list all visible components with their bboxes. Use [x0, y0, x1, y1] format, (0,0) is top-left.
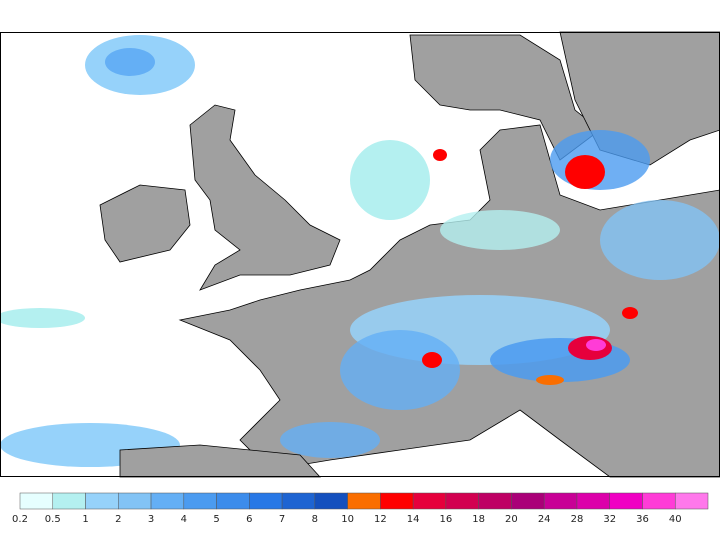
legend-swatch — [216, 492, 250, 510]
precip-area — [622, 307, 638, 319]
legend-label: 12 — [374, 514, 387, 525]
legend-label: 0.2 — [12, 514, 28, 525]
legend-label: 6 — [246, 514, 252, 525]
legend-swatch — [52, 492, 86, 510]
precip-area — [350, 140, 430, 220]
land — [99, 184, 191, 263]
legend-swatch — [347, 492, 381, 510]
legend-swatch — [281, 492, 316, 510]
legend-swatch — [314, 492, 348, 510]
legend: 0.2 0.5 1 2 3 4 5 6 7 8 10 12 14 16 18 20 24 28 32 36 40 — [12, 492, 709, 525]
legend-swatch — [85, 492, 119, 510]
legend-swatch — [478, 492, 512, 510]
legend-swatch — [249, 492, 283, 510]
legend-label: 24 — [538, 514, 551, 525]
legend-label: 3 — [148, 514, 154, 525]
legend-label: 40 — [669, 514, 682, 525]
legend-swatch — [609, 492, 643, 510]
legend-label: 14 — [407, 514, 420, 525]
precip-area — [565, 155, 605, 189]
legend-label: 8 — [312, 514, 318, 525]
legend-label: 5 — [213, 514, 219, 525]
legend-label: 4 — [181, 514, 187, 525]
precip-area — [600, 200, 720, 280]
legend-swatch — [118, 492, 152, 510]
legend-swatch — [380, 492, 414, 510]
legend-swatch — [150, 492, 185, 510]
legend-label: 0.5 — [45, 514, 61, 525]
precip-area — [586, 339, 606, 351]
precip-area — [440, 210, 560, 250]
legend-label: 7 — [279, 514, 285, 525]
legend-label: 28 — [571, 514, 584, 525]
legend-label: 18 — [472, 514, 485, 525]
legend-swatch — [674, 492, 709, 510]
legend-swatch — [642, 492, 676, 510]
precip-area — [433, 149, 447, 161]
legend-label: 16 — [440, 514, 453, 525]
precip-area — [340, 330, 460, 410]
legend-label: 36 — [636, 514, 649, 525]
precip-area — [105, 48, 155, 76]
legend-swatch — [511, 492, 545, 510]
legend-swatch — [543, 492, 578, 510]
legend-label: 10 — [341, 514, 354, 525]
legend-swatch — [445, 492, 479, 510]
precip-area — [0, 308, 85, 328]
legend-swatch — [576, 492, 610, 510]
precip-area — [536, 375, 564, 385]
precip-area — [280, 422, 380, 458]
legend-label: 20 — [505, 514, 518, 525]
land — [189, 104, 341, 291]
map — [0, 31, 720, 478]
precip-area — [422, 352, 442, 368]
land — [409, 34, 601, 161]
legend-label: 32 — [603, 514, 616, 525]
legend-swatch — [19, 492, 54, 510]
legend-swatch — [412, 492, 447, 510]
legend-label: 1 — [82, 514, 88, 525]
legend-label: 2 — [115, 514, 121, 525]
legend-swatch — [183, 492, 217, 510]
